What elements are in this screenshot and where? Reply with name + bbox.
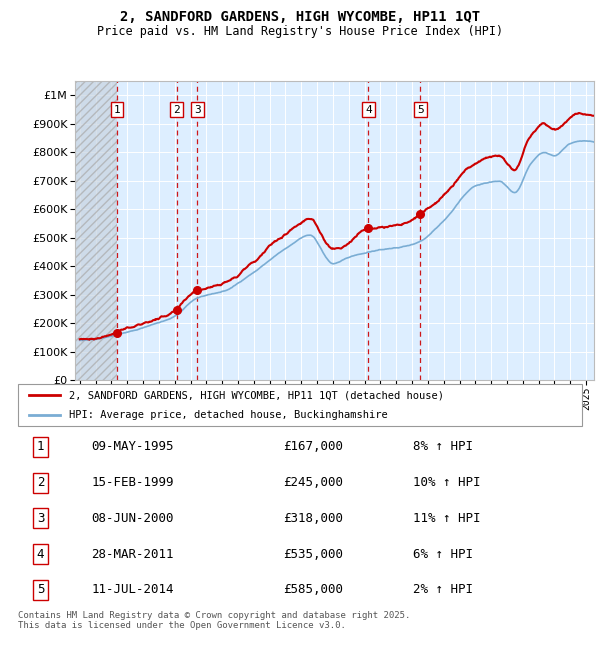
Text: £167,000: £167,000	[283, 441, 343, 454]
Text: 2: 2	[173, 105, 180, 114]
Text: £535,000: £535,000	[283, 547, 343, 560]
Text: 8% ↑ HPI: 8% ↑ HPI	[413, 441, 473, 454]
Text: 1: 1	[113, 105, 121, 114]
Text: 4: 4	[37, 547, 44, 560]
Text: 11-JUL-2014: 11-JUL-2014	[91, 584, 174, 597]
Text: 5: 5	[37, 584, 44, 597]
Text: 6% ↑ HPI: 6% ↑ HPI	[413, 547, 473, 560]
Text: £585,000: £585,000	[283, 584, 343, 597]
Text: 2, SANDFORD GARDENS, HIGH WYCOMBE, HP11 1QT: 2, SANDFORD GARDENS, HIGH WYCOMBE, HP11 …	[120, 10, 480, 24]
Text: 1: 1	[37, 441, 44, 454]
Text: 28-MAR-2011: 28-MAR-2011	[91, 547, 174, 560]
Text: HPI: Average price, detached house, Buckinghamshire: HPI: Average price, detached house, Buck…	[69, 410, 388, 420]
Text: 3: 3	[37, 512, 44, 525]
Text: 2: 2	[37, 476, 44, 489]
Bar	[75, 81, 117, 380]
Text: 11% ↑ HPI: 11% ↑ HPI	[413, 512, 480, 525]
Text: £245,000: £245,000	[283, 476, 343, 489]
Text: 2% ↑ HPI: 2% ↑ HPI	[413, 584, 473, 597]
Text: Price paid vs. HM Land Registry's House Price Index (HPI): Price paid vs. HM Land Registry's House …	[97, 25, 503, 38]
Text: 15-FEB-1999: 15-FEB-1999	[91, 476, 174, 489]
Text: 2, SANDFORD GARDENS, HIGH WYCOMBE, HP11 1QT (detached house): 2, SANDFORD GARDENS, HIGH WYCOMBE, HP11 …	[69, 391, 444, 400]
Text: 08-JUN-2000: 08-JUN-2000	[91, 512, 174, 525]
Text: 10% ↑ HPI: 10% ↑ HPI	[413, 476, 480, 489]
Text: 3: 3	[194, 105, 201, 114]
Text: 09-MAY-1995: 09-MAY-1995	[91, 441, 174, 454]
Text: 5: 5	[417, 105, 424, 114]
Text: Contains HM Land Registry data © Crown copyright and database right 2025.
This d: Contains HM Land Registry data © Crown c…	[18, 611, 410, 630]
Text: £318,000: £318,000	[283, 512, 343, 525]
Text: 4: 4	[365, 105, 372, 114]
